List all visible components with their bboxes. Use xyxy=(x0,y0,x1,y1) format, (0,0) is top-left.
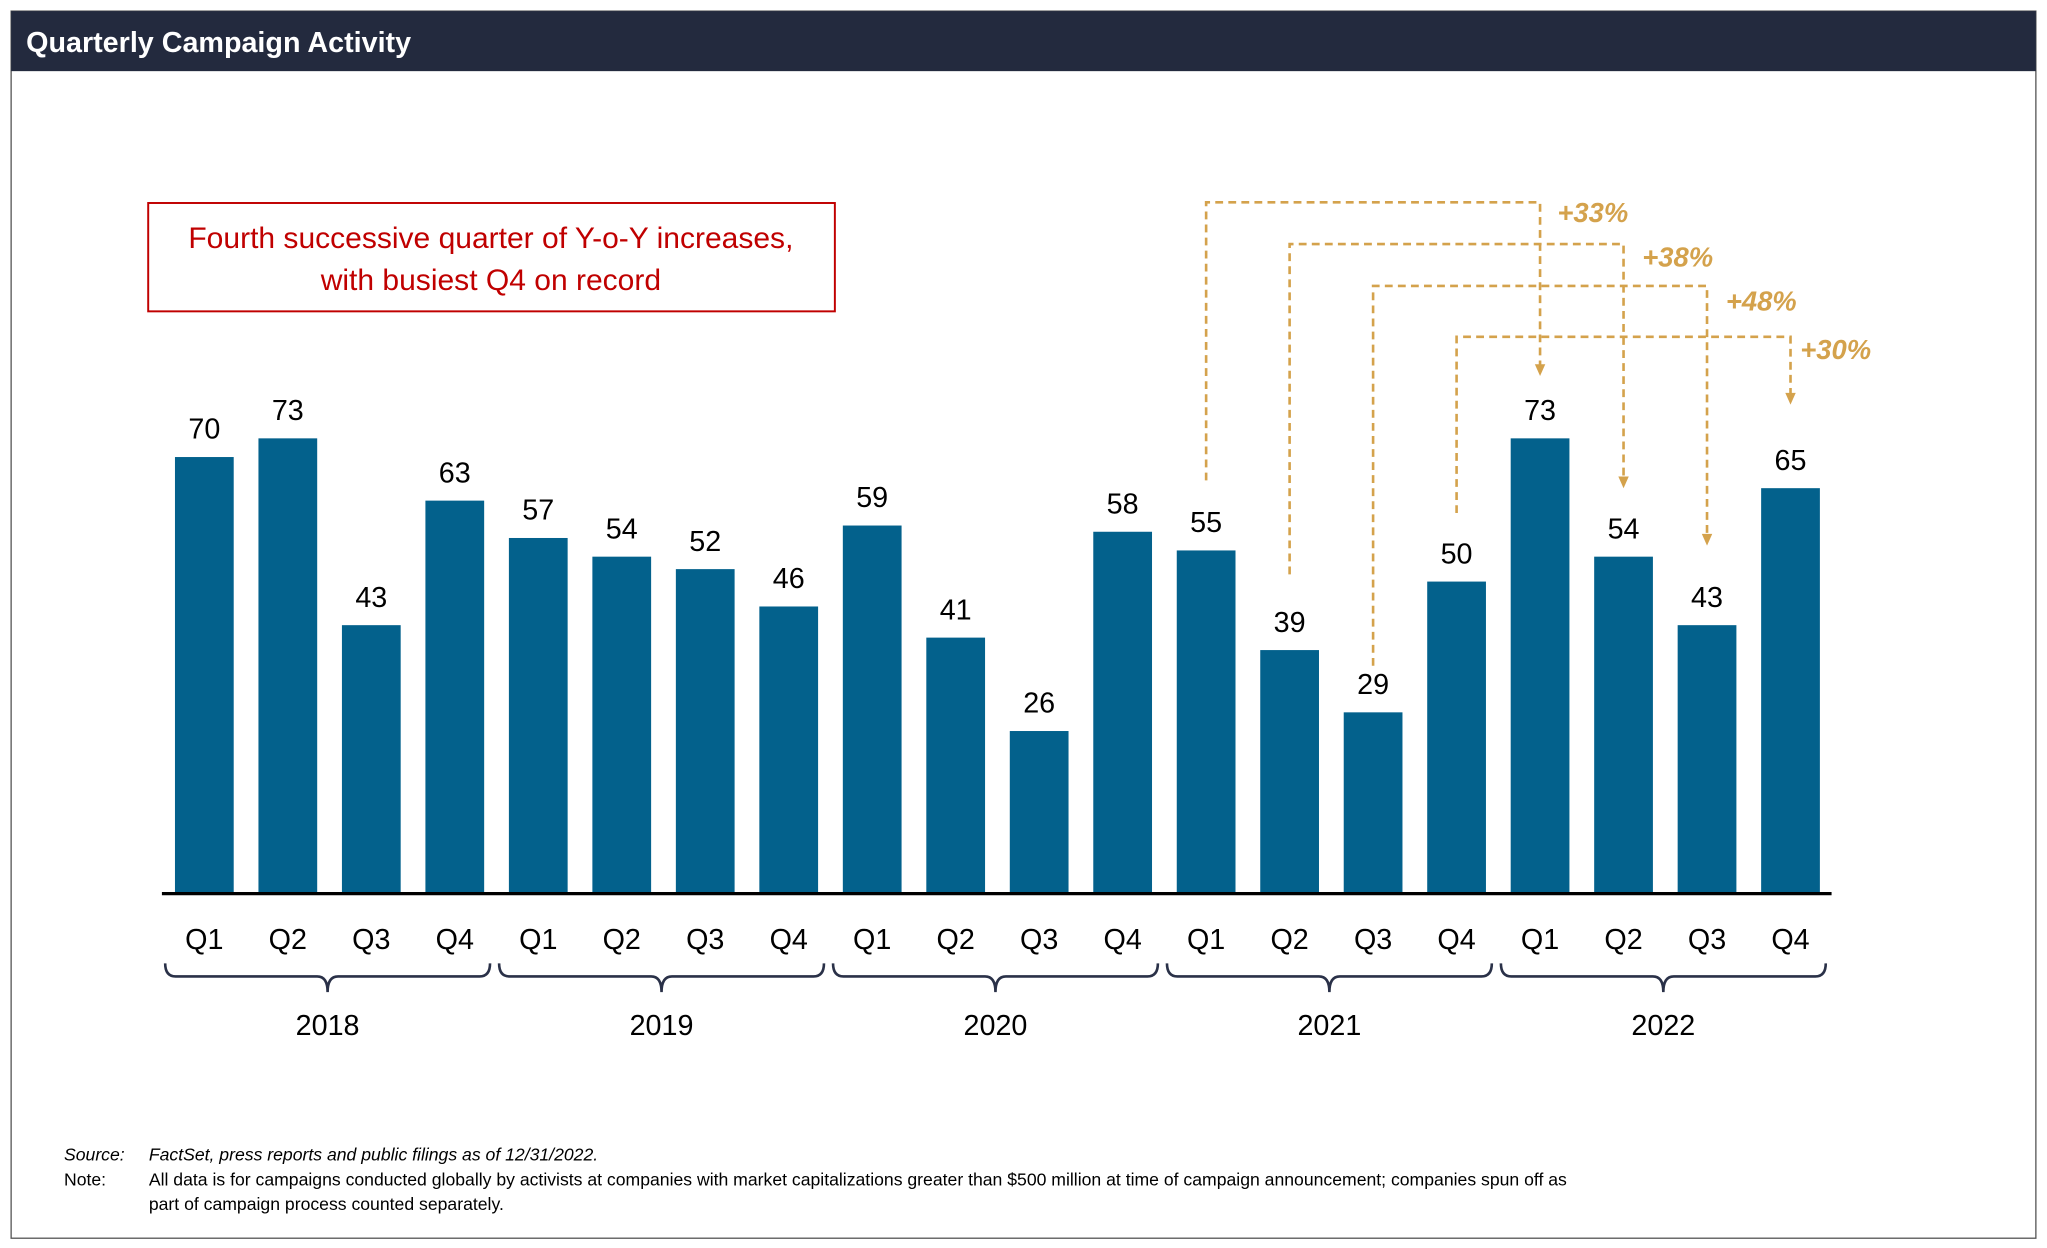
bar-2021-q3 xyxy=(1343,712,1403,893)
data-label: 39 xyxy=(1274,607,1306,639)
year-groups: 2018 2019 2020 2021 2022 xyxy=(163,963,1828,1042)
arrow-head-icon xyxy=(1618,476,1629,489)
x-tick-label: Q2 xyxy=(603,924,641,956)
year-brace xyxy=(1499,963,1828,993)
data-label: 65 xyxy=(1775,445,1807,477)
x-tick-label: Q4 xyxy=(436,924,474,956)
x-tick-label: Q4 xyxy=(1103,924,1141,956)
x-tick-label: Q2 xyxy=(937,924,975,956)
bar-2019-q3 xyxy=(675,569,735,893)
data-label: 54 xyxy=(606,513,638,545)
x-tick-label: Q1 xyxy=(1521,924,1559,956)
bar-2020-q4 xyxy=(1093,531,1153,893)
data-label: 59 xyxy=(856,482,888,514)
x-tick-label: Q1 xyxy=(185,924,223,956)
bar-2020-q3 xyxy=(1009,731,1069,893)
x-tick-label: Q2 xyxy=(1270,924,1308,956)
x-tick-label: Q3 xyxy=(686,924,724,956)
header-bar xyxy=(11,11,2036,72)
year-brace xyxy=(831,963,1160,993)
callout-box xyxy=(147,202,836,313)
data-label: 50 xyxy=(1441,538,1473,570)
year-label: 2021 xyxy=(1297,1010,1361,1042)
year-label: 2018 xyxy=(296,1010,360,1042)
bar-2022-q3 xyxy=(1677,625,1737,893)
data-label: 26 xyxy=(1023,688,1055,720)
yoy-arrows: +33% +38% +48%+30% xyxy=(1204,197,1871,666)
yoy-change-label: +48% xyxy=(1726,286,1797,317)
x-tick-label: Q1 xyxy=(853,924,891,956)
bars: 70 73 43 63 57 54 52 46 59 41 26 58 55 39 29 50 73 54 43 65 xyxy=(174,395,1820,893)
bar-2018-q4 xyxy=(425,500,485,893)
year-brace xyxy=(497,963,826,993)
bar-2018-q2 xyxy=(258,438,318,893)
bar-2021-q4 xyxy=(1427,581,1486,893)
callout-line-2: with busiest Q4 on record xyxy=(320,264,661,297)
x-tick-label: Q4 xyxy=(1437,924,1475,956)
source-text: FactSet, press reports and public filing… xyxy=(149,1145,598,1165)
yoy-change-label: +38% xyxy=(1642,241,1713,272)
year-label: 2019 xyxy=(630,1010,694,1042)
bar-2021-q1 xyxy=(1176,550,1236,893)
arrow-head-icon xyxy=(1785,392,1796,405)
x-tick-label: Q1 xyxy=(519,924,557,956)
bar-2022-q4 xyxy=(1761,488,1820,893)
arrow-head-icon xyxy=(1701,533,1713,546)
bar-2019-q2 xyxy=(592,556,652,893)
bar-2021-q2 xyxy=(1260,650,1319,893)
data-label: 70 xyxy=(188,414,220,446)
bar-2019-q1 xyxy=(508,537,568,893)
yoy-connector xyxy=(1204,201,1542,481)
x-tick-label: Q2 xyxy=(269,924,307,956)
bar-2022-q2 xyxy=(1594,556,1653,893)
note-line-2: part of campaign process counted separat… xyxy=(149,1194,504,1214)
x-tick-label: Q4 xyxy=(770,924,808,956)
yoy-connector xyxy=(1288,242,1625,575)
data-label: 57 xyxy=(522,495,554,527)
year-label: 2022 xyxy=(1631,1010,1695,1042)
bar-2022-q1 xyxy=(1510,438,1570,893)
bar-2020-q2 xyxy=(926,637,986,893)
x-tick-label: Q3 xyxy=(1020,924,1058,956)
data-label: 58 xyxy=(1107,488,1139,520)
data-label: 41 xyxy=(940,594,972,626)
yoy-connector xyxy=(1455,335,1792,514)
year-brace xyxy=(163,963,492,993)
x-tick-label: Q1 xyxy=(1187,924,1225,956)
x-tick-label: Q3 xyxy=(352,924,390,956)
bar-2018-q1 xyxy=(174,457,234,893)
yoy-change-label: +33% xyxy=(1557,197,1628,228)
data-label: 52 xyxy=(689,526,721,558)
bar-2018-q3 xyxy=(341,625,401,893)
x-tick-label: Q3 xyxy=(1354,924,1392,956)
data-label: 73 xyxy=(272,395,304,427)
x-tick-label: Q2 xyxy=(1604,924,1642,956)
source-label: Source: xyxy=(64,1145,125,1165)
bar-2019-q4 xyxy=(759,606,819,893)
data-label: 46 xyxy=(773,563,805,595)
callout-line-1: Fourth successive quarter of Y-o-Y incre… xyxy=(188,222,793,255)
note-line-1: All data is for campaigns conducted glob… xyxy=(149,1169,1567,1189)
data-label: 63 xyxy=(439,457,471,489)
yoy-change-label: +30% xyxy=(1800,334,1871,365)
data-label: 29 xyxy=(1357,669,1389,701)
data-label: 54 xyxy=(1608,513,1640,545)
yoy-connector xyxy=(1371,284,1709,666)
bar-2020-q1 xyxy=(842,525,902,893)
year-label: 2020 xyxy=(964,1010,1028,1042)
data-label: 43 xyxy=(355,582,387,614)
note-label: Note: xyxy=(64,1169,106,1189)
data-label: 73 xyxy=(1524,395,1556,427)
x-labels: Q1 Q2 Q3 Q4 Q1 Q2 Q3 Q4 Q1 Q2 Q3 Q4 Q1 Q2 Q3 Q4 Q1 Q2 Q3 Q4 xyxy=(185,924,1810,956)
year-brace xyxy=(1165,963,1494,993)
arrow-head-icon xyxy=(1534,364,1546,376)
x-tick-label: Q4 xyxy=(1771,924,1809,956)
page-title: Quarterly Campaign Activity xyxy=(26,27,411,59)
data-label: 55 xyxy=(1190,507,1222,539)
x-tick-label: Q3 xyxy=(1688,924,1726,956)
data-label: 43 xyxy=(1691,582,1723,614)
